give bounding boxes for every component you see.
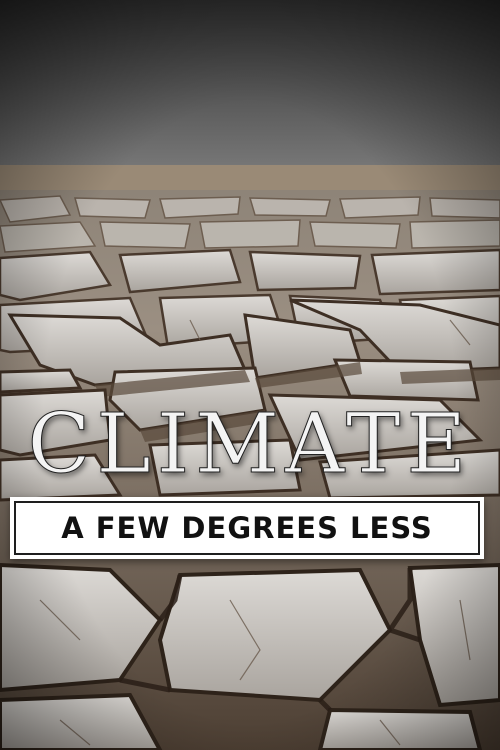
poster-subtitle: A FEW DEGREES LESS [61, 511, 433, 545]
subtitle-banner: A FEW DEGREES LESS [10, 497, 484, 559]
poster-title: CLIMATE [0, 400, 500, 490]
